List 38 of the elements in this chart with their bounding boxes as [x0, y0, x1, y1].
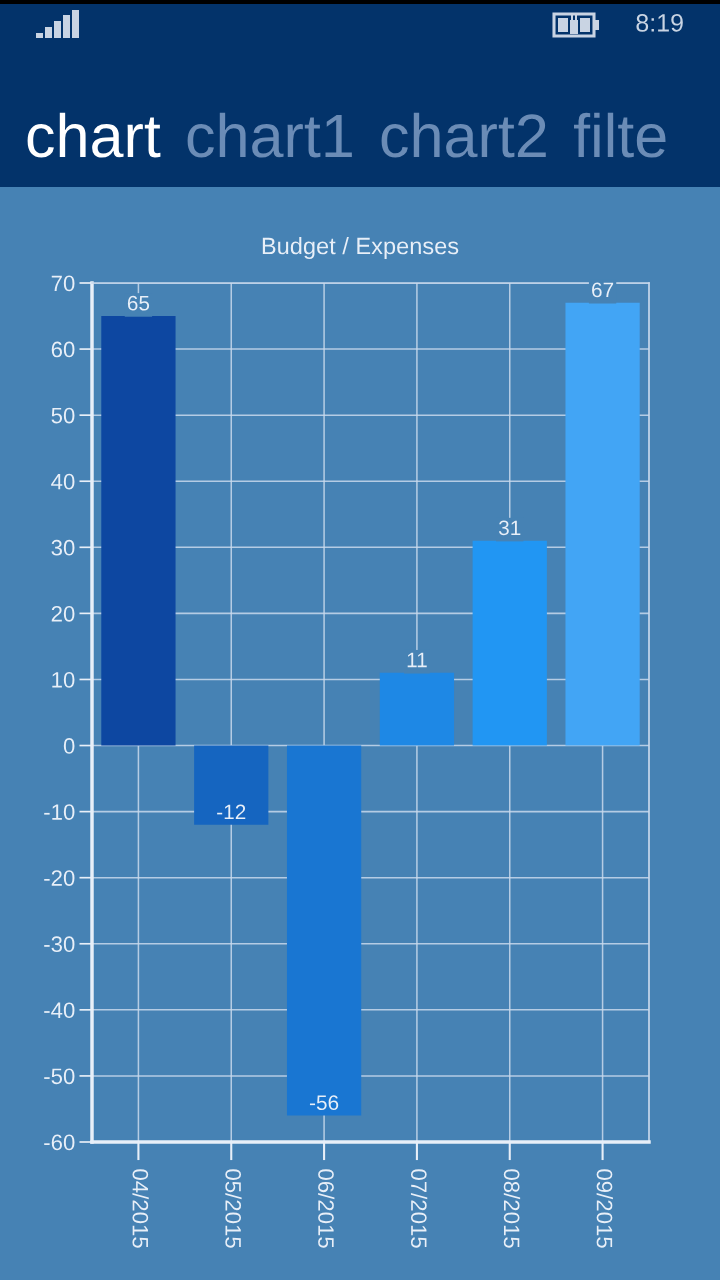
data-label: 11 — [407, 652, 427, 668]
y-tick-label: -60 — [44, 1134, 75, 1151]
x-tick-label: 09/2015 — [596, 1169, 613, 1248]
data-label: -56 — [309, 1095, 339, 1111]
y-tick-label: -40 — [44, 1002, 75, 1019]
x-tick-label: 04/2015 — [132, 1169, 149, 1248]
bar — [379, 672, 455, 746]
text: chart — [27, 112, 161, 158]
y-tick-label: 50 — [51, 407, 75, 424]
data-label: 67 — [592, 282, 614, 298]
data-label: 65 — [127, 295, 150, 311]
y-tick-label: -30 — [44, 936, 75, 953]
y-tick-label: -50 — [44, 1068, 75, 1085]
chart-title: Budget / Expenses — [262, 237, 459, 260]
data-label: -12 — [217, 804, 246, 820]
y-tick-label: 70 — [51, 275, 75, 292]
x-tick-label: 05/2015 — [225, 1169, 242, 1248]
text: 8:19 — [636, 14, 683, 32]
y-tick-label: 30 — [51, 539, 75, 556]
y-tick-label: 0 — [63, 738, 75, 754]
text: filte — [573, 112, 666, 158]
x-tick-label: 06/2015 — [318, 1169, 335, 1248]
y-tick-label: 60 — [51, 341, 75, 358]
x-tick-label: 08/2015 — [503, 1169, 521, 1248]
y-tick-label: 20 — [51, 605, 75, 622]
y-tick-label: 10 — [52, 672, 75, 688]
bar — [101, 316, 176, 746]
y-tick-label: 40 — [51, 473, 75, 490]
caption: chart2 — [381, 112, 546, 158]
bar — [472, 540, 547, 746]
data-label: 31 — [498, 520, 521, 536]
bar — [286, 745, 362, 1116]
y-tick-label: -10 — [44, 804, 75, 820]
x-tick-label: 07/2015 — [410, 1169, 428, 1248]
bar — [565, 302, 640, 746]
caption: chart1 — [187, 112, 352, 158]
y-tick-label: -20 — [44, 870, 75, 886]
bar — [194, 745, 269, 825]
